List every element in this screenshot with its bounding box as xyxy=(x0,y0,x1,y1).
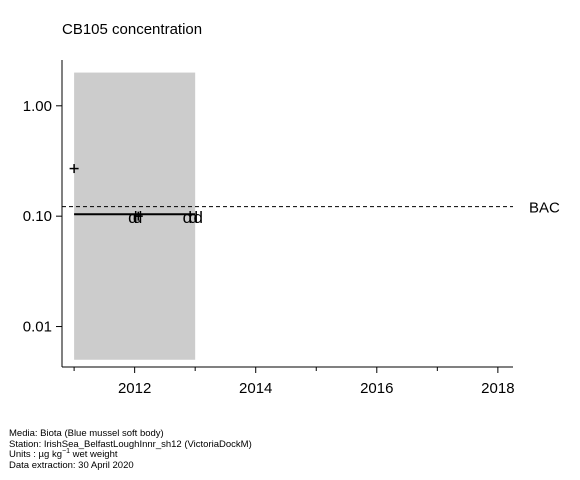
data-point-label: d xyxy=(193,208,202,227)
footer-units-prefix: Units : µg kg xyxy=(9,449,62,461)
data-point-label: d xyxy=(183,208,192,227)
data-point-label: d xyxy=(189,208,198,227)
x-tick-label: 2014 xyxy=(239,380,272,397)
footer-units: Units : µg kg−1 wet weight xyxy=(9,448,252,461)
x-tick-label: 2018 xyxy=(481,380,514,397)
y-tick-label: 1.00 xyxy=(23,98,52,115)
y-tick-label: 0.01 xyxy=(23,319,52,336)
chart-title: CB105 concentration xyxy=(62,21,202,38)
x-tick-label: 2012 xyxy=(118,380,151,397)
footer-extraction: Data extraction: 30 April 2020 xyxy=(9,459,134,471)
data-point-plus xyxy=(133,211,143,221)
data-point-plus xyxy=(69,164,79,174)
chart-footer: Media: Biota (Blue mussel soft body) Sta… xyxy=(9,428,252,471)
footer-units-suffix: wet weight xyxy=(69,449,118,461)
data-point-label: d xyxy=(128,208,137,227)
bac-label: BAC xyxy=(529,200,560,217)
x-tick-label: 2016 xyxy=(360,380,393,397)
footer-units-exponent: −1 xyxy=(62,448,70,456)
y-tick-label: 0.10 xyxy=(23,208,52,225)
footer-station: Station: IrishSea_BelfastLoughInnr_sh12 … xyxy=(9,438,252,450)
footer-media: Media: Biota (Blue mussel soft body) xyxy=(9,428,164,439)
